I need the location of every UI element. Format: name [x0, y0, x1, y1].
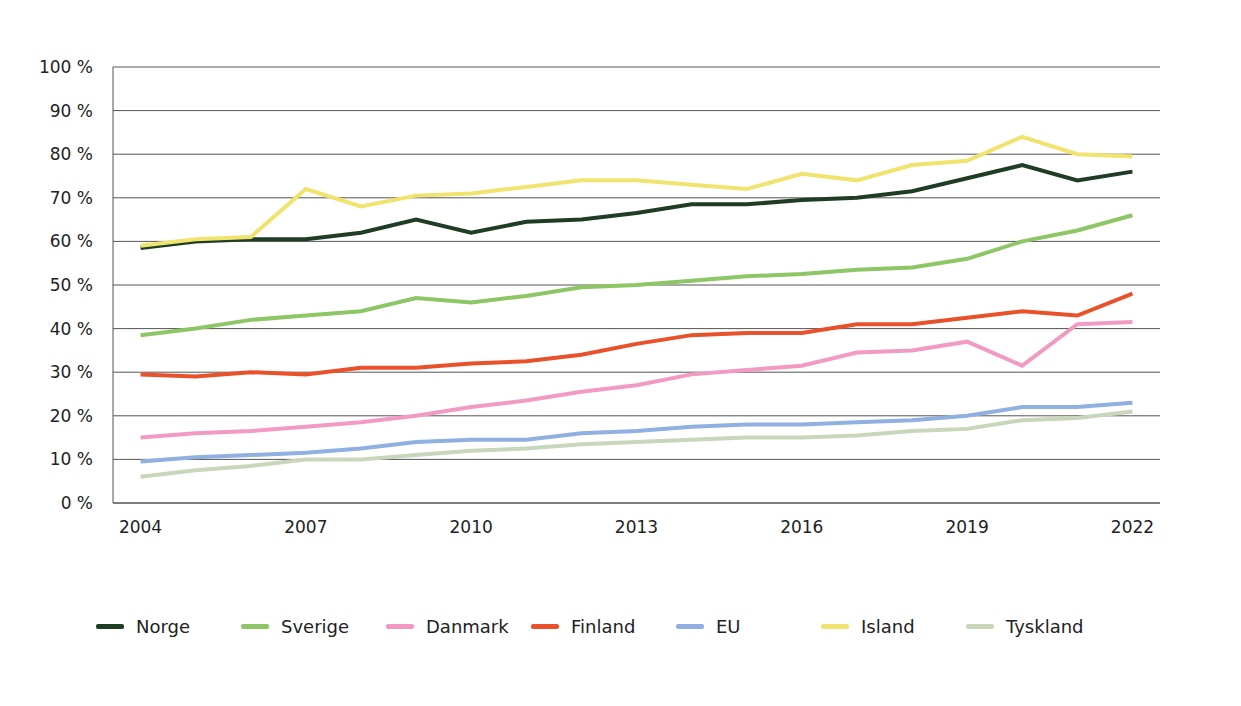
svg-text:100 %: 100 %	[39, 57, 93, 77]
svg-text:80 %: 80 %	[50, 144, 93, 164]
html-text:Island: Island	[861, 616, 915, 637]
svg-text:2013: 2013	[615, 517, 658, 537]
svg-text:2007: 2007	[284, 517, 327, 537]
svg-text:20 %: 20 %	[50, 406, 93, 426]
svg-text:40 %: 40 %	[50, 319, 93, 339]
svg-text:10 %: 10 %	[50, 449, 93, 469]
html-text:Sverige: Sverige	[281, 616, 350, 637]
svg-text:60 %: 60 %	[50, 231, 93, 251]
html-text:Finland: Finland	[571, 616, 636, 637]
svg-text:2022: 2022	[1111, 517, 1154, 537]
html-text:EU: EU	[716, 616, 741, 637]
svg-text:2019: 2019	[945, 517, 988, 537]
svg-text:0 %: 0 %	[61, 493, 93, 513]
svg-text:2004: 2004	[119, 517, 162, 537]
svg-text:90 %: 90 %	[50, 101, 93, 121]
svg-text:70 %: 70 %	[50, 188, 93, 208]
html-text:Danmark: Danmark	[426, 616, 509, 637]
svg-text:2010: 2010	[450, 517, 493, 537]
svg-text:30 %: 30 %	[50, 362, 93, 382]
svg-text:50 %: 50 %	[50, 275, 93, 295]
html-text:Norge: Norge	[136, 616, 191, 637]
svg-text:2016: 2016	[780, 517, 823, 537]
html-text:Tyskland: Tyskland	[1006, 616, 1084, 637]
